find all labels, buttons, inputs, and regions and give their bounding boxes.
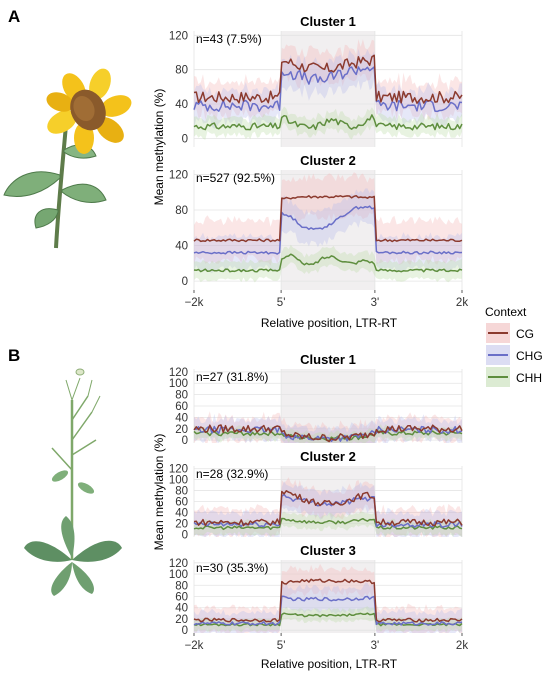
- series-line-chh: [193, 253, 463, 273]
- legend-label-chg: CHG: [516, 349, 543, 363]
- x-tick-label: 2k: [456, 640, 468, 652]
- ci-band-cg: [194, 172, 462, 266]
- y-tick-label: 40: [175, 603, 188, 615]
- x-tick-label: 3': [371, 640, 380, 652]
- y-tick-label: 60: [175, 592, 188, 604]
- cluster-count-annotation: n=27 (31.8%): [196, 370, 268, 384]
- y-tick-label: 0: [182, 435, 188, 447]
- y-tick-label: 20: [175, 614, 188, 626]
- y-tick-label: 80: [175, 580, 188, 592]
- panel-label-b: B: [8, 346, 20, 365]
- series-line-cg: [193, 424, 463, 443]
- ci-band-chh: [194, 606, 462, 633]
- y-tick-label: 120: [169, 30, 188, 42]
- y-axis-title-a: Mean methylation (%): [152, 89, 166, 206]
- ci-band-chg: [194, 48, 462, 131]
- y-tick-label: 120: [169, 169, 188, 181]
- cluster-title: Cluster 3: [300, 543, 356, 558]
- y-tick-label: 40: [175, 507, 188, 519]
- series-line-cg: [193, 54, 463, 104]
- x-tick-label: 5': [277, 297, 286, 309]
- y-tick-label: 60: [175, 497, 188, 509]
- rosette-plant-illustration: [24, 368, 122, 596]
- y-tick-label: 0: [182, 276, 188, 288]
- y-tick-label: 120: [169, 464, 188, 476]
- y-tick-label: 60: [175, 401, 188, 413]
- legend: Context CG CHG CHH: [485, 305, 543, 387]
- legend-label-cg: CG: [516, 327, 534, 341]
- series-line-chg: [193, 205, 463, 255]
- x-tick-label: 3': [371, 297, 380, 309]
- ci-band-chg: [194, 481, 462, 537]
- y-tick-label: 100: [169, 378, 188, 390]
- x-axis-title-b: Relative position, LTR-RT: [261, 657, 398, 671]
- series-line-chh: [193, 114, 463, 131]
- y-tick-label: 80: [175, 205, 188, 217]
- y-tick-label: 40: [175, 99, 188, 111]
- series-line-chg: [193, 66, 463, 113]
- ci-band-chh: [194, 511, 462, 537]
- cluster-count-annotation: n=43 (7.5%): [196, 32, 262, 46]
- y-tick-label: 120: [169, 558, 188, 570]
- ltr-rt-body-region: [281, 31, 375, 147]
- y-tick-label: 80: [175, 486, 188, 498]
- series-line-cg: [193, 490, 463, 527]
- y-tick-label: 0: [182, 133, 188, 145]
- legend-label-chh: CHH: [516, 371, 542, 385]
- series-line-chh: [193, 517, 463, 531]
- cluster-plot: 0 40 80 120 Cluster 2 n=527 (92.5%) −2k 5' 3' 2k: [169, 153, 469, 309]
- cluster-count-annotation: n=527 (92.5%): [196, 171, 275, 185]
- x-tick-label: −2k: [185, 640, 204, 652]
- legend-item-cg: CG: [486, 323, 534, 343]
- ci-band-cg: [194, 477, 462, 537]
- panel-label-a: A: [8, 7, 20, 26]
- cluster-plot: 0 40 80 120 Cluster 1 n=43 (7.5%): [169, 14, 463, 147]
- y-tick-label: 100: [169, 569, 188, 581]
- ci-band-cg: [194, 563, 462, 633]
- ltr-rt-body-region: [281, 170, 375, 290]
- ci-band-chh: [194, 106, 462, 140]
- cluster-title: Cluster 2: [300, 153, 356, 168]
- y-tick-label: 80: [175, 65, 188, 77]
- sunflower-illustration: [3, 68, 132, 249]
- y-tick-label: 20: [175, 518, 188, 530]
- x-axis-title-a: Relative position, LTR-RT: [261, 316, 398, 330]
- legend-title: Context: [485, 305, 527, 319]
- y-tick-label: 0: [182, 625, 188, 637]
- y-tick-label: 40: [175, 241, 188, 253]
- series-line-chg: [193, 595, 463, 626]
- ci-band-chh: [194, 244, 462, 283]
- ci-band-chg: [194, 413, 462, 443]
- cluster-title: Cluster 1: [300, 14, 356, 29]
- cluster-title: Cluster 1: [300, 352, 356, 367]
- legend-item-chh: CHH: [486, 367, 542, 387]
- y-tick-label: 100: [169, 475, 188, 487]
- y-tick-label: 80: [175, 390, 188, 402]
- y-tick-label: 40: [175, 412, 188, 424]
- ci-band-chh: [194, 424, 462, 443]
- x-tick-label: 2k: [456, 297, 468, 309]
- cluster-count-annotation: n=28 (32.9%): [196, 467, 268, 481]
- y-tick-label: 20: [175, 424, 188, 436]
- y-tick-label: 120: [169, 367, 188, 379]
- y-tick-label: 0: [182, 529, 188, 541]
- cluster-count-annotation: n=30 (35.3%): [196, 561, 268, 575]
- x-tick-label: 5': [277, 640, 286, 652]
- series-line-cg: [193, 194, 463, 243]
- legend-item-chg: CHG: [486, 345, 543, 365]
- y-axis-title-b: Mean methylation (%): [152, 434, 166, 551]
- cluster-title: Cluster 2: [300, 449, 356, 464]
- x-tick-label: −2k: [185, 297, 204, 309]
- cluster-plots: 0 40 80 120 Cluster 1 n=43 (7.5%) 0 40 80 120 Clus…: [169, 14, 469, 652]
- series-line-cg: [193, 578, 463, 623]
- series-line-chg: [193, 425, 463, 443]
